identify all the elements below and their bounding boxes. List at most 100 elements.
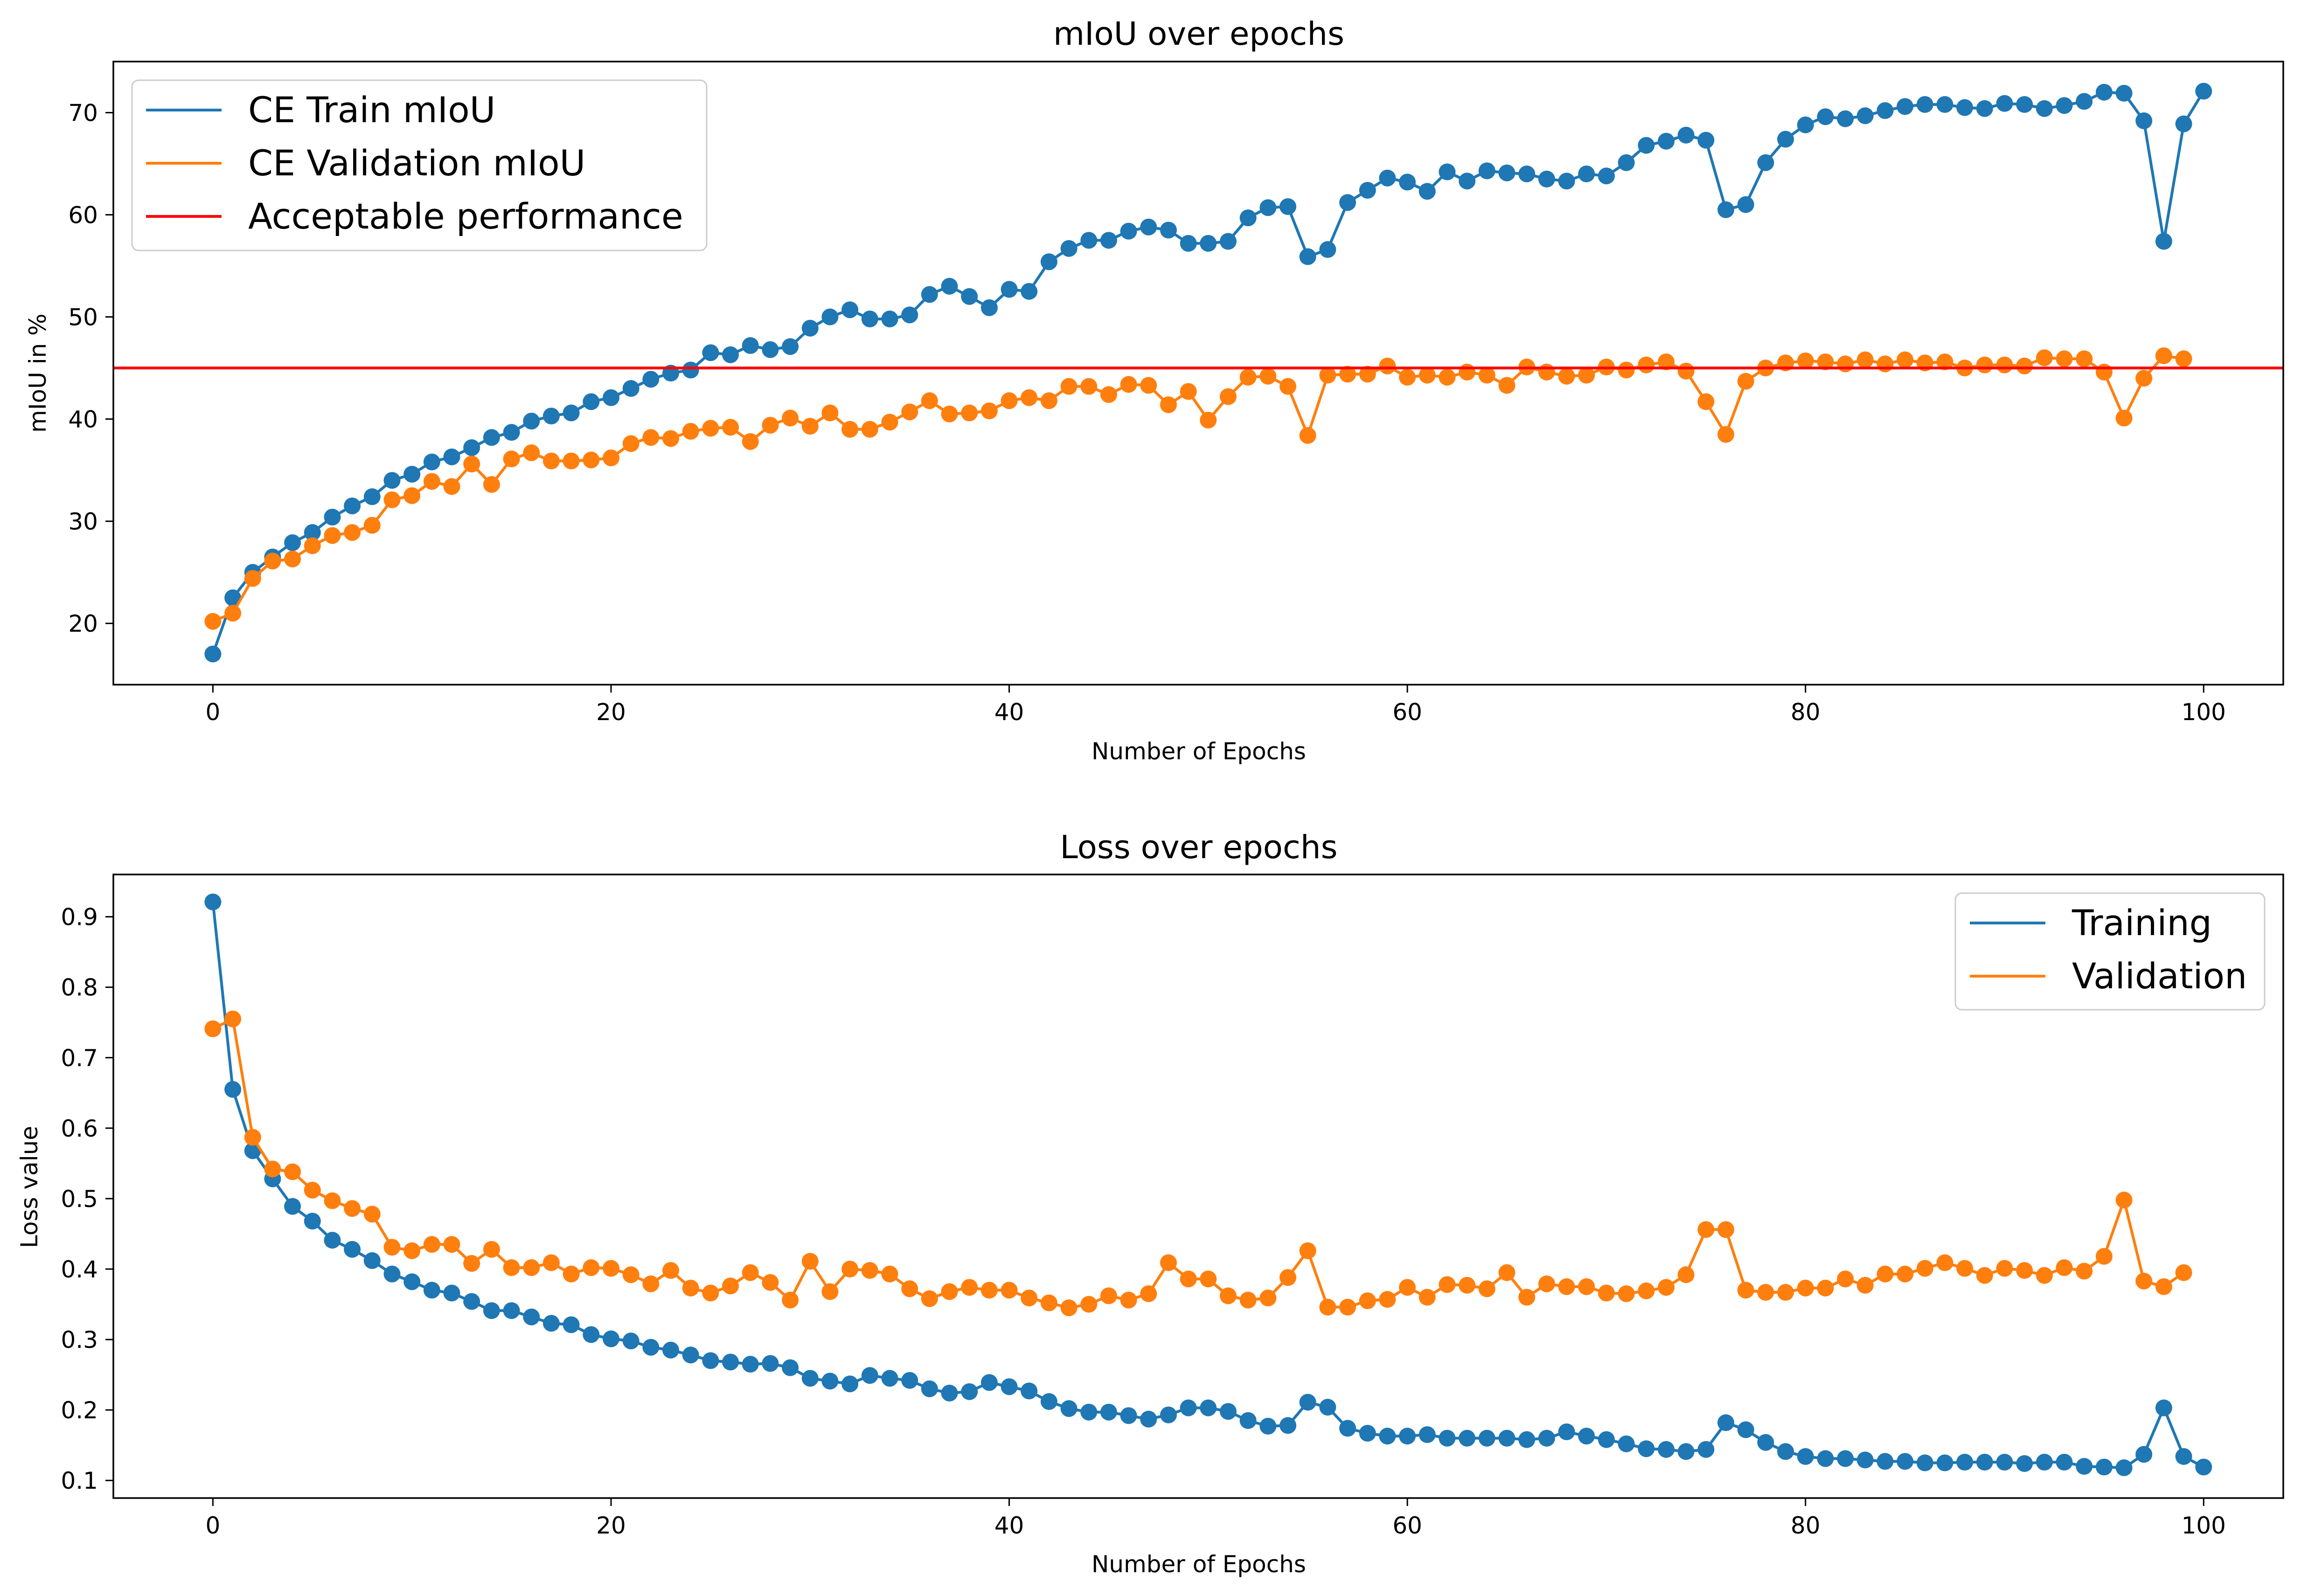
miou-ce-train-miou-point — [1598, 167, 1615, 185]
miou-ce-train-miou-point — [1757, 154, 1774, 171]
loss-validation-point — [1299, 1242, 1316, 1259]
miou-ce-validation-miou-point — [2135, 370, 2153, 387]
loss-training-point — [344, 1241, 361, 1258]
loss-training-point — [284, 1198, 301, 1215]
miou-ce-validation-miou-point — [603, 449, 619, 466]
loss-validation-point — [2036, 1267, 2053, 1284]
miou-ce-validation-miou-point — [1200, 411, 1217, 429]
miou-y-ticks: 20 30 40 50 60 70 — [68, 100, 113, 638]
loss-validation-point — [1001, 1282, 1018, 1299]
miou-ce-train-miou-point — [1737, 196, 1754, 213]
loss-training-point — [1697, 1441, 1715, 1458]
miou-ce-validation-miou-point — [1558, 368, 1575, 385]
miou-ce-train-miou-point — [2076, 93, 2093, 110]
miou-ce-train-miou-point — [1518, 165, 1536, 182]
miou-ce-validation-miou-point — [264, 553, 281, 569]
miou-ce-train-miou-point — [2155, 233, 2172, 250]
loss-training-point — [1001, 1378, 1018, 1395]
loss-training-point — [1498, 1429, 1515, 1447]
loss-validation-point — [304, 1181, 321, 1199]
loss-training-point — [2175, 1448, 2192, 1465]
loss-validation-point — [1916, 1260, 1933, 1277]
loss-training-point — [1439, 1429, 1456, 1447]
loss-x-tick-label: 20 — [596, 1512, 626, 1539]
miou-ce-validation-miou-point — [2115, 409, 2133, 427]
miou-ce-train-miou-point — [1916, 96, 1933, 113]
loss-validation-point — [1478, 1280, 1495, 1298]
loss-validation-point — [821, 1283, 839, 1300]
loss-validation-point — [1060, 1299, 1078, 1317]
loss-training-point — [443, 1284, 460, 1302]
miou-ce-validation-miou-point — [1418, 367, 1436, 384]
miou-ce-train-miou-point — [1558, 173, 1575, 190]
miou-y-tick-label: 70 — [68, 100, 98, 127]
miou-ce-train-miou-point — [304, 524, 321, 541]
loss-y-tick-label: 0.9 — [61, 904, 98, 931]
miou-ce-train-miou-point — [2195, 83, 2212, 100]
miou-ce-train-miou-point — [443, 448, 460, 465]
miou-ce-train-miou-point — [742, 337, 759, 354]
miou-ce-validation-miou-point — [841, 421, 859, 438]
loss-training-point — [722, 1353, 739, 1371]
loss-training-point — [1936, 1454, 1953, 1471]
miou-ce-train-miou-point — [1697, 132, 1715, 149]
loss-validation-point — [1498, 1264, 1515, 1281]
loss-validation-point — [682, 1279, 699, 1297]
miou-ce-validation-miou-point — [2155, 347, 2172, 364]
miou-y-tick-label: 60 — [68, 202, 98, 229]
miou-ce-train-miou-point — [921, 286, 938, 303]
miou-ce-validation-miou-point — [244, 570, 261, 587]
loss-training-point — [702, 1352, 719, 1369]
loss-validation-point — [344, 1200, 361, 1217]
miou-ce-validation-miou-point — [403, 487, 421, 504]
loss-validation-point — [2155, 1278, 2172, 1295]
loss-training-point — [1478, 1429, 1495, 1447]
loss-validation-point — [1339, 1298, 1356, 1316]
miou-ce-validation-miou-point — [1399, 368, 1416, 386]
loss-training-point — [742, 1356, 759, 1373]
loss-validation-point — [722, 1277, 739, 1295]
miou-ce-validation-miou-point — [523, 444, 540, 461]
loss-legend[interactable]: Training Validation — [1954, 892, 2266, 1011]
miou-ce-train-miou-point — [2095, 83, 2113, 101]
miou-x-tick-label: 60 — [1392, 699, 1422, 726]
loss-validation-point — [1379, 1291, 1396, 1308]
miou-ce-train-miou-point — [961, 288, 978, 305]
loss-training-point — [642, 1339, 660, 1356]
loss-training-point — [423, 1282, 440, 1299]
miou-ce-validation-miou-point — [443, 478, 460, 495]
loss-validation-point — [1658, 1279, 1675, 1296]
miou-ce-train-miou-point — [1677, 126, 1695, 144]
miou-ce-train-miou-point — [841, 301, 859, 319]
loss-training-point — [1956, 1454, 1974, 1471]
miou-ce-validation-miou-point — [1877, 355, 1894, 373]
loss-legend-training-label: Training — [2072, 902, 2212, 944]
miou-ce-validation-miou-point — [622, 435, 640, 452]
loss-y-tick-label: 0.3 — [61, 1326, 98, 1353]
loss-training-point — [523, 1308, 540, 1325]
loss-x-ticks: 0 20 40 60 80 100 — [205, 1498, 2226, 1539]
miou-legend[interactable]: CE Train mIoU CE Validation mIoU Accepta… — [131, 79, 708, 251]
miou-ce-validation-miou-point — [1498, 377, 1515, 394]
miou-ce-train-miou-point — [682, 361, 699, 379]
loss-training-point — [1598, 1431, 1615, 1448]
miou-ce-validation-miou-point — [2095, 363, 2113, 381]
loss-training-point — [503, 1302, 520, 1319]
miou-ce-train-miou-point — [1220, 233, 1237, 250]
miou-ce-validation-miou-point — [483, 476, 500, 493]
loss-validation-point — [503, 1259, 520, 1276]
miou-ce-validation-miou-point — [762, 416, 779, 434]
miou-panel: mIoU over epochs 0 20 40 60 80 100 20 30 40 50 60… — [24, 15, 2284, 765]
loss-training-point — [1418, 1426, 1436, 1443]
loss-validation-point — [1279, 1269, 1297, 1286]
loss-training-point — [1459, 1429, 1476, 1447]
loss-training-point — [1658, 1441, 1675, 1458]
loss-validation-point — [1220, 1287, 1237, 1305]
loss-training-point — [861, 1367, 878, 1384]
loss-validation-point — [1936, 1254, 1953, 1271]
miou-ce-validation-miou-point — [1379, 357, 1396, 375]
miou-ce-validation-miou-point — [1319, 367, 1336, 384]
loss-training-point — [2135, 1446, 2153, 1463]
loss-validation-point — [204, 1020, 222, 1037]
loss-validation-point — [603, 1260, 619, 1277]
